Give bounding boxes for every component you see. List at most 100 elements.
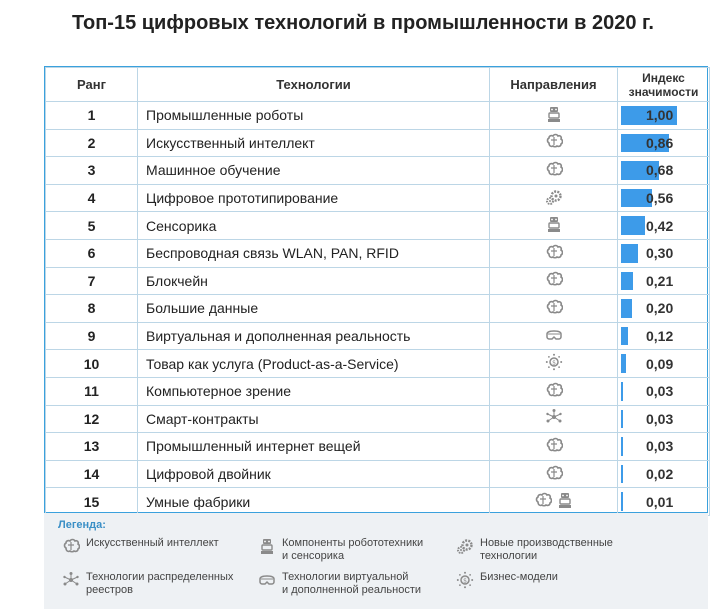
index-value: 0,86 bbox=[646, 134, 674, 151]
technology-cell: Товар как услуга (Product-as-a-Service) bbox=[137, 349, 490, 378]
index-cell: 0,02 bbox=[617, 459, 710, 489]
brain-icon bbox=[545, 132, 563, 153]
legend-title: Легенда: bbox=[58, 519, 106, 531]
table-row: 4 Цифровое прототипирование 0,56 bbox=[45, 183, 710, 213]
vr-headset-icon bbox=[545, 326, 563, 347]
index-bar bbox=[621, 243, 638, 263]
rank-cell: 8 bbox=[45, 294, 138, 323]
index-value: 1,00 bbox=[646, 107, 674, 124]
technology-cell: Блокчейн bbox=[137, 266, 490, 296]
technology-cell: Сенсорика bbox=[137, 211, 490, 240]
svg-text:$: $ bbox=[463, 578, 467, 585]
legend-label: реестров bbox=[86, 584, 133, 596]
index-bar bbox=[621, 133, 670, 153]
index-bar bbox=[621, 409, 623, 429]
direction-cell bbox=[489, 404, 618, 434]
index-value: 0,03 bbox=[646, 383, 674, 400]
technology-cell: Умные фабрики bbox=[137, 487, 490, 516]
rank-cell: 5 bbox=[45, 211, 138, 240]
brain-icon bbox=[545, 243, 563, 264]
svg-text:$: $ bbox=[552, 360, 556, 367]
legend-label: и сенсорика bbox=[282, 550, 345, 562]
table-row: 14 Цифровой двойник 0,02 bbox=[45, 459, 710, 489]
index-cell: 0,21 bbox=[617, 266, 710, 296]
technology-cell: Промышленный интернет вещей bbox=[137, 432, 490, 461]
index-bar bbox=[621, 354, 627, 373]
index-value: 0,03 bbox=[646, 410, 674, 427]
robot-icon bbox=[545, 215, 563, 236]
business-model-icon: $ bbox=[545, 353, 563, 374]
index-bar bbox=[621, 299, 633, 318]
index-value: 0,09 bbox=[646, 355, 674, 372]
index-value: 0,03 bbox=[646, 438, 674, 455]
legend-label: Бизнес-модели bbox=[480, 571, 558, 583]
index-value: 0,12 bbox=[646, 328, 674, 345]
direction-cell: $ bbox=[489, 349, 618, 378]
legend-label: технологии bbox=[480, 550, 538, 562]
brain-icon bbox=[545, 270, 563, 291]
table-row: 9 Виртуальная и дополненная реальность 0,1… bbox=[45, 321, 710, 351]
index-bar bbox=[621, 326, 628, 346]
table-row: 6 Беспроводная связь WLAN, PAN, RFID 0,30 bbox=[45, 238, 710, 268]
ranking-table: Ранг Технологии Направления Индекс значи… bbox=[44, 66, 710, 516]
rank-cell: 10 bbox=[45, 349, 138, 378]
brain-icon bbox=[545, 160, 563, 181]
table-row: 11 Компьютерное зрение 0,03 bbox=[45, 376, 710, 406]
technology-cell: Цифровой двойник bbox=[137, 459, 490, 489]
index-value: 0,20 bbox=[646, 300, 674, 317]
brain-icon bbox=[545, 464, 563, 485]
table-row: 12 Смарт-контракты 0,03 bbox=[45, 404, 710, 434]
direction-cell bbox=[489, 487, 618, 516]
table-row: 1 Промышленные роботы 1,00 bbox=[45, 101, 710, 130]
index-cell: 0,03 bbox=[617, 432, 710, 461]
rank-cell: 4 bbox=[45, 183, 138, 213]
table-row: 8 Большие данные 0,20 bbox=[45, 294, 710, 323]
index-bar bbox=[621, 381, 623, 401]
brain-icon bbox=[545, 381, 563, 402]
legend-label: и дополненной реальности bbox=[282, 584, 422, 596]
header-index-line2: значимости bbox=[628, 84, 699, 99]
legend-label: Технологии виртуальной bbox=[282, 571, 409, 583]
rank-cell: 14 bbox=[45, 459, 138, 489]
direction-cell bbox=[489, 211, 618, 240]
index-cell: 1,00 bbox=[617, 101, 710, 130]
header-index: Индекс значимости bbox=[617, 67, 710, 102]
direction-cell bbox=[489, 376, 618, 406]
legend-label: Компоненты робототехники bbox=[282, 537, 424, 549]
index-value: 0,01 bbox=[646, 493, 674, 510]
header-tech: Технологии bbox=[137, 67, 490, 102]
index-bar bbox=[621, 271, 633, 291]
index-bar bbox=[621, 106, 677, 125]
index-value: 0,21 bbox=[646, 272, 674, 289]
robot-icon bbox=[545, 105, 563, 126]
index-cell: 0,12 bbox=[617, 321, 710, 351]
direction-cell bbox=[489, 101, 618, 130]
direction-cell bbox=[489, 183, 618, 213]
rank-cell: 12 bbox=[45, 404, 138, 434]
index-value: 0,02 bbox=[646, 466, 674, 483]
index-value: 0,42 bbox=[646, 217, 674, 234]
rank-cell: 7 bbox=[45, 266, 138, 296]
header-direction: Направления bbox=[489, 67, 618, 102]
index-value: 0,56 bbox=[646, 190, 674, 207]
table-row: 7 Блокчейн 0,21 bbox=[45, 266, 710, 296]
index-cell: 0,86 bbox=[617, 128, 710, 158]
technology-cell: Машинное обучение bbox=[137, 156, 490, 185]
brain-icon bbox=[545, 436, 563, 457]
legend-label: Искусственный интеллект bbox=[86, 537, 219, 549]
rank-cell: 1 bbox=[45, 101, 138, 130]
legend-label: Технологии распределенных bbox=[86, 571, 234, 583]
direction-cell bbox=[489, 294, 618, 323]
direction-cell bbox=[489, 156, 618, 185]
index-bar bbox=[621, 216, 645, 235]
legend-item: Компоненты робототехники и сенсорика bbox=[258, 537, 423, 563]
network-icon bbox=[545, 408, 563, 429]
legend-item: Искусственный интеллект bbox=[62, 537, 219, 553]
rank-cell: 2 bbox=[45, 128, 138, 158]
technology-cell: Промышленные роботы bbox=[137, 101, 490, 130]
index-cell: 0,01 bbox=[617, 487, 710, 516]
page-title: Топ-15 цифровых технологий в промышленно… bbox=[72, 12, 654, 34]
index-bar bbox=[621, 437, 623, 456]
index-bar bbox=[621, 161, 660, 180]
technology-cell: Смарт-контракты bbox=[137, 404, 490, 434]
